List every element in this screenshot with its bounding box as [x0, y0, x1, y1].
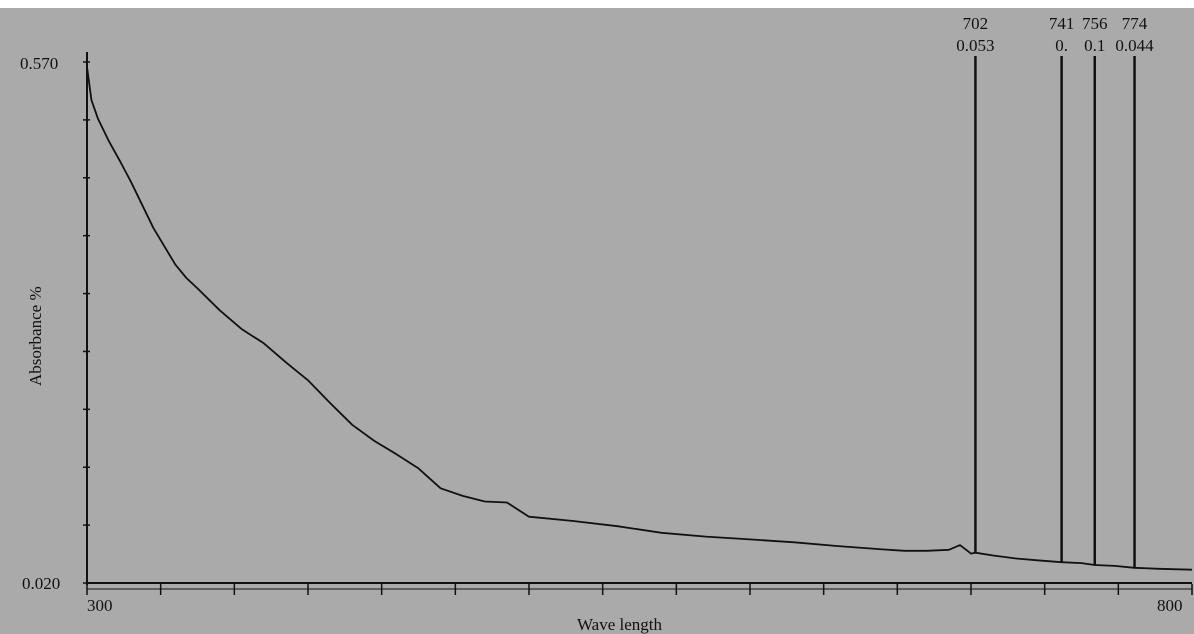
y-tick-label-top: 0.570 — [20, 54, 58, 73]
peak-wavelength-label: 756 — [1082, 14, 1108, 33]
absorbance-curve — [86, 66, 1193, 571]
peak-wavelength-label: 741 — [1049, 14, 1075, 33]
y-tick-label-bottom: 0.020 — [22, 574, 60, 593]
x-tick-label-start: 300 — [87, 596, 113, 615]
peak-wavelength-label: 774 — [1122, 14, 1148, 33]
peak-markers — [974, 56, 1136, 568]
peak-absorbance-label: 0. — [1055, 36, 1068, 55]
peak-absorbance-label: 0.1 — [1084, 36, 1105, 55]
peak-absorbance-label: 0.044 — [1115, 36, 1154, 55]
axis-ticks — [83, 61, 1193, 595]
plot-background — [0, 8, 1194, 634]
x-tick-label-end: 800 — [1157, 596, 1183, 615]
series-layer — [86, 66, 1193, 571]
peak-absorbance-label: 0.053 — [956, 36, 994, 55]
axes — [86, 52, 1192, 590]
y-axis-label: Absorbance % — [26, 286, 45, 386]
peak-wavelength-label: 702 — [963, 14, 989, 33]
labels: 0.570 0.020 300 800 Wave length Absorban… — [20, 14, 1183, 634]
x-axis-label: Wave length — [577, 615, 663, 634]
